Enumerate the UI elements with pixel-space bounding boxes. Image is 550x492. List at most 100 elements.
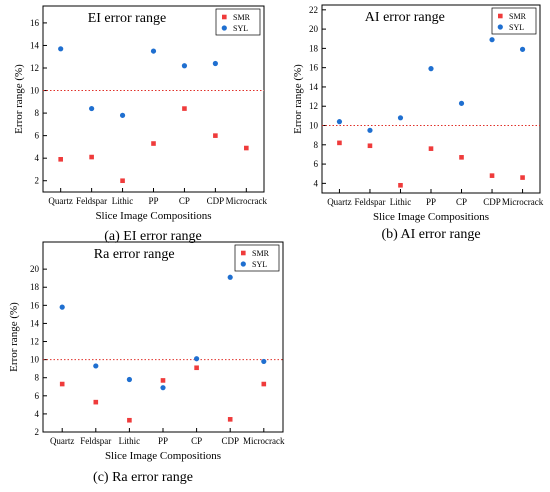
data-point-syl xyxy=(150,48,157,54)
y-tick-label: 14 xyxy=(30,40,40,50)
y-axis-label: Error range (%) xyxy=(8,302,20,372)
legend-label-smr: SMR xyxy=(509,12,527,21)
y-tick-label: 10 xyxy=(30,86,40,96)
data-point-syl xyxy=(397,115,404,121)
y-tick-label: 4 xyxy=(35,153,40,163)
y-tick-label: 6 xyxy=(35,391,40,401)
x-tick-label-cdp: CDP xyxy=(483,197,501,207)
y-tick-label: 10 xyxy=(309,121,319,131)
y-tick-label: 20 xyxy=(309,24,319,34)
x-tick-label-pp: PP xyxy=(148,196,158,206)
legend-label-smr: SMR xyxy=(233,13,251,22)
legend-marker-syl xyxy=(497,24,503,30)
legend-label-syl: SYL xyxy=(509,23,524,32)
y-tick-label: 12 xyxy=(30,63,39,73)
data-point-syl xyxy=(227,274,233,280)
data-point-smr xyxy=(151,141,156,146)
data-point-smr xyxy=(337,140,342,146)
legend-label-smr: SMR xyxy=(252,249,270,258)
y-axis-label: Error range (%) xyxy=(13,64,25,134)
data-point-smr xyxy=(59,381,65,387)
y-tick-label: 6 xyxy=(314,159,319,169)
x-tick-label-quartz: Quartz xyxy=(50,436,75,446)
chart-title: EI error range xyxy=(88,11,167,26)
data-point-syl xyxy=(261,358,267,365)
data-point-syl xyxy=(489,37,495,43)
data-point-syl xyxy=(194,356,200,362)
y-tick-label: 2 xyxy=(35,176,40,186)
y-tick-label: 18 xyxy=(30,282,40,292)
chart-title: Ra error range xyxy=(94,247,175,262)
x-tick-label-lithic: Lithic xyxy=(119,436,141,446)
caption-text: EI error range xyxy=(120,229,202,244)
y-tick-label: 14 xyxy=(309,82,319,92)
x-tick-label-microcrack: Microcrack xyxy=(502,197,544,207)
x-axis-label: Slice Image Compositions xyxy=(95,210,211,222)
chart-title: AI error range xyxy=(365,10,445,25)
data-point-smr xyxy=(244,145,249,151)
figure-caption: (a) EI error range xyxy=(104,229,202,244)
caption-letter: (a) xyxy=(104,229,120,244)
x-tick-label-pp: PP xyxy=(426,197,436,207)
y-tick-label: 20 xyxy=(30,264,40,274)
y-tick-label: 8 xyxy=(35,373,40,383)
caption-text: AI error range xyxy=(398,227,481,242)
data-point-syl xyxy=(93,363,99,369)
data-point-smr xyxy=(261,381,267,387)
x-tick-label-microcrack: Microcrack xyxy=(226,196,268,206)
x-tick-label-feldspar: Feldspar xyxy=(354,197,385,207)
data-point-smr xyxy=(58,157,63,162)
y-tick-label: 8 xyxy=(314,140,319,150)
data-point-syl xyxy=(212,60,218,67)
data-point-syl xyxy=(126,376,132,383)
y-tick-label: 16 xyxy=(309,63,319,73)
y-tick-label: 8 xyxy=(35,108,40,118)
legend-box xyxy=(215,8,261,36)
x-axis-label: Slice Image Compositions xyxy=(373,211,489,223)
data-point-syl xyxy=(519,46,526,52)
y-tick-label: 12 xyxy=(30,337,39,347)
y-tick-label: 14 xyxy=(30,318,40,328)
legend-box xyxy=(491,7,537,35)
x-tick-label-cdp: CDP xyxy=(207,196,225,206)
y-tick-label: 12 xyxy=(309,101,318,111)
data-point-smr xyxy=(160,378,166,383)
legend-marker-smr xyxy=(498,13,503,19)
legend-marker-smr xyxy=(222,14,227,20)
y-tick-label: 10 xyxy=(30,355,40,365)
data-point-syl xyxy=(367,127,373,133)
caption-letter: (b) xyxy=(381,227,398,242)
caption-text: Ra error range xyxy=(109,470,193,485)
y-tick-label: 6 xyxy=(35,131,40,141)
data-point-syl xyxy=(59,304,65,310)
x-tick-label-cdp: CDP xyxy=(221,436,239,446)
data-point-smr xyxy=(398,182,403,188)
x-tick-label-cp: CP xyxy=(179,196,190,206)
data-point-smr xyxy=(194,365,199,371)
data-point-syl xyxy=(458,100,465,106)
x-tick-label-feldspar: Feldspar xyxy=(80,436,111,446)
y-axis-label: Error range (%) xyxy=(292,64,304,134)
data-point-smr xyxy=(520,175,525,180)
data-point-syl xyxy=(336,119,343,125)
legend-label-syl: SYL xyxy=(233,24,248,33)
x-tick-label-lithic: Lithic xyxy=(112,196,134,206)
x-tick-label-pp: PP xyxy=(158,436,168,446)
caption-letter: (c) xyxy=(93,470,109,485)
data-point-syl xyxy=(428,66,434,72)
data-point-smr xyxy=(489,173,495,178)
data-point-smr xyxy=(182,106,187,111)
chart-panel-a: 2 4 6 8 10 12 14 16 Quartz Feldspar Lithic PP CP CDP M… xyxy=(13,5,268,244)
data-point-syl xyxy=(181,63,188,69)
data-point-smr xyxy=(127,417,132,423)
data-point-syl xyxy=(89,105,95,112)
data-point-smr xyxy=(213,133,218,138)
data-point-smr xyxy=(367,143,373,149)
y-tick-label: 16 xyxy=(30,18,40,28)
legend-marker-smr xyxy=(241,250,246,256)
data-point-smr xyxy=(227,417,233,422)
x-tick-label-cp: CP xyxy=(456,197,467,207)
data-point-smr xyxy=(428,146,434,151)
data-point-smr xyxy=(89,154,94,160)
